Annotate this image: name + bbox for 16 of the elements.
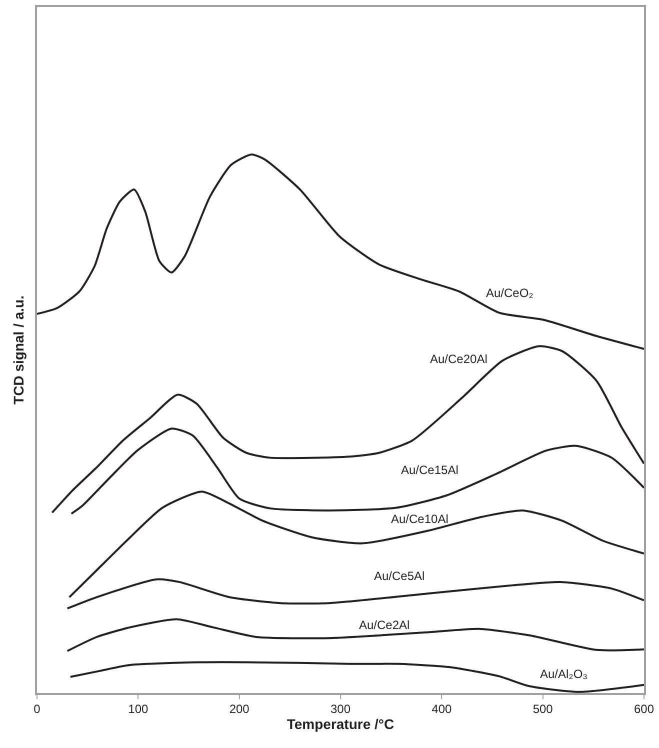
x-tick-label: 300 [330,702,351,716]
series-label: Au/Ce5Al [374,569,425,583]
series-label: Au/CeO₂ [486,286,534,300]
series-label: Au/Ce10Al [391,512,448,526]
x-tick-label: 400 [432,702,452,716]
series-label: Au/Ce2Al [359,618,410,632]
x-tick-label: 600 [634,702,654,716]
x-tick-label: 200 [229,702,250,716]
y-axis-title: TCD signal / a.u. [10,296,26,404]
x-axis-title: Temperature /°C [286,716,394,732]
x-tick-label: 0 [34,702,41,716]
series-label: Au/Ce15Al [401,463,458,477]
x-tick-label: 500 [532,702,554,716]
x-tick-label: 100 [128,702,148,716]
series-label: Au/Al₂O₃ [540,667,588,681]
series-label: Au/Ce20Al [430,352,488,366]
